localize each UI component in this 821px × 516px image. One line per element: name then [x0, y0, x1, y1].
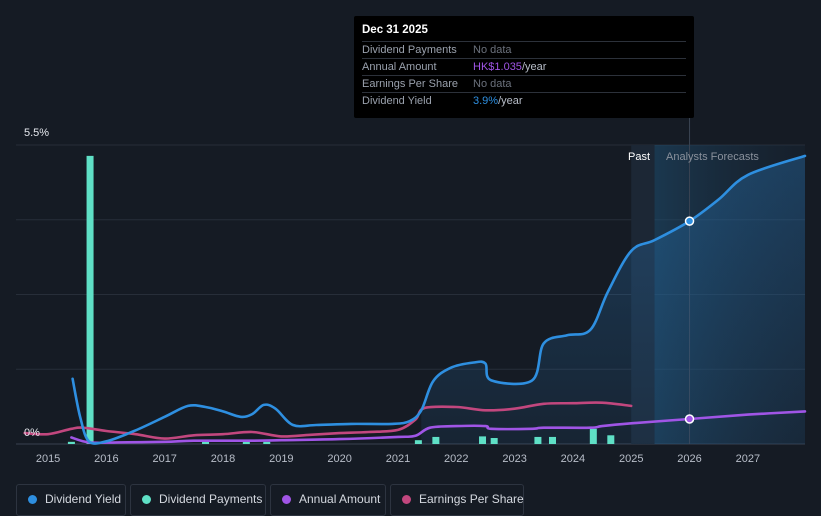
x-tick-label: 2021 — [386, 453, 410, 465]
y-max-label: 5.5% — [24, 127, 49, 139]
yield-area — [421, 155, 805, 444]
x-tick-label: 2027 — [736, 453, 760, 465]
tooltip: Dec 31 2025 Dividend Payments No data An… — [354, 16, 694, 118]
x-tick-label: 2020 — [327, 453, 351, 465]
tooltip-value-main: No data — [473, 44, 512, 56]
x-tick-label: 2015 — [36, 453, 60, 465]
dividend-yield-marker — [684, 216, 695, 226]
tooltip-value: 3.9%/year — [473, 93, 523, 110]
x-tick-label: 2024 — [561, 453, 585, 465]
dividend-payment-bar — [242, 441, 250, 444]
legend-dot — [142, 495, 151, 504]
series-lines — [23, 154, 807, 445]
x-tick-label: 2023 — [502, 453, 526, 465]
dividend-payment-bar — [490, 438, 498, 444]
dividend-payment-bar — [263, 441, 271, 444]
x-tick-label: 2018 — [211, 453, 235, 465]
dividend-payment-bar — [67, 441, 75, 444]
dividend-payment-bar — [432, 436, 440, 444]
y-min-label: 0% — [24, 427, 40, 439]
tooltip-label: Dividend Yield — [362, 95, 432, 107]
legend-label: Dividend Yield — [45, 492, 122, 506]
tooltip-label: Annual Amount — [362, 61, 437, 73]
x-tick-label: 2026 — [677, 453, 701, 465]
legend-item-dividend-yield[interactable]: Dividend Yield — [16, 484, 126, 516]
markers — [684, 216, 695, 424]
tooltip-row-dividend-payments: Dividend Payments No data — [362, 41, 686, 59]
legend-item-earnings-per-share[interactable]: Earnings Per Share — [390, 484, 524, 516]
x-tick-label: 2019 — [269, 453, 293, 465]
dividend-payment-bar — [607, 435, 615, 444]
tooltip-label: Dividend Payments — [362, 44, 457, 56]
tooltip-row-dividend-yield: Dividend Yield 3.9%/year — [362, 92, 686, 110]
legend-label: Earnings Per Share — [419, 492, 524, 506]
yield-area-fill — [421, 155, 805, 444]
tooltip-value-main: No data — [473, 78, 512, 90]
annual-amount-marker — [684, 414, 695, 424]
x-tick-label: 2025 — [619, 453, 643, 465]
tooltip-value-suffix: /year — [521, 61, 547, 73]
tooltip-row-eps: Earnings Per Share No data — [362, 75, 686, 93]
legend-label: Dividend Payments — [159, 492, 263, 506]
past-label: Past — [628, 151, 650, 163]
dividend-payment-bar — [202, 441, 210, 444]
x-tick-label: 2016 — [94, 453, 118, 465]
legend-item-dividend-payments[interactable]: Dividend Payments — [130, 484, 266, 516]
x-tick-label: 2022 — [444, 453, 468, 465]
tooltip-row-annual-amount: Annual Amount HK$1.035/year — [362, 58, 686, 76]
legend-dot — [28, 495, 37, 504]
dividend-yield-line — [71, 154, 807, 445]
tooltip-value-suffix: /year — [498, 95, 523, 107]
dividend-payment-bar — [548, 436, 556, 444]
tooltip-value-main: HK$1.035 — [473, 61, 522, 73]
tooltip-label: Earnings Per Share — [362, 78, 458, 90]
payment-bars — [67, 155, 615, 444]
dividend-payment-bar — [86, 155, 94, 444]
tooltip-value: HK$1.035/year — [473, 59, 546, 76]
tooltip-value-main: 3.9% — [473, 95, 499, 107]
legend-dot — [282, 495, 291, 504]
legend-item-annual-amount[interactable]: Annual Amount — [270, 484, 386, 516]
annual-amount-line — [70, 410, 807, 445]
forecast-label: Analysts Forecasts — [666, 151, 759, 163]
dividend-payment-bar — [589, 428, 597, 444]
dividend-payment-bar — [414, 440, 422, 444]
dividend-payment-bar — [479, 436, 487, 444]
earnings-per-share-line — [23, 401, 633, 440]
x-tick-label: 2017 — [152, 453, 176, 465]
legend-dot — [402, 495, 411, 504]
legend-label: Annual Amount — [299, 492, 381, 506]
tooltip-value: No data — [473, 42, 512, 59]
tooltip-title: Dec 31 2025 — [362, 24, 428, 36]
tooltip-value: No data — [473, 76, 512, 93]
dividend-payment-bar — [534, 436, 542, 444]
x-axis: 2015 2016 2017 2018 2019 2020 2021 2022 2023 2024… — [36, 453, 760, 465]
